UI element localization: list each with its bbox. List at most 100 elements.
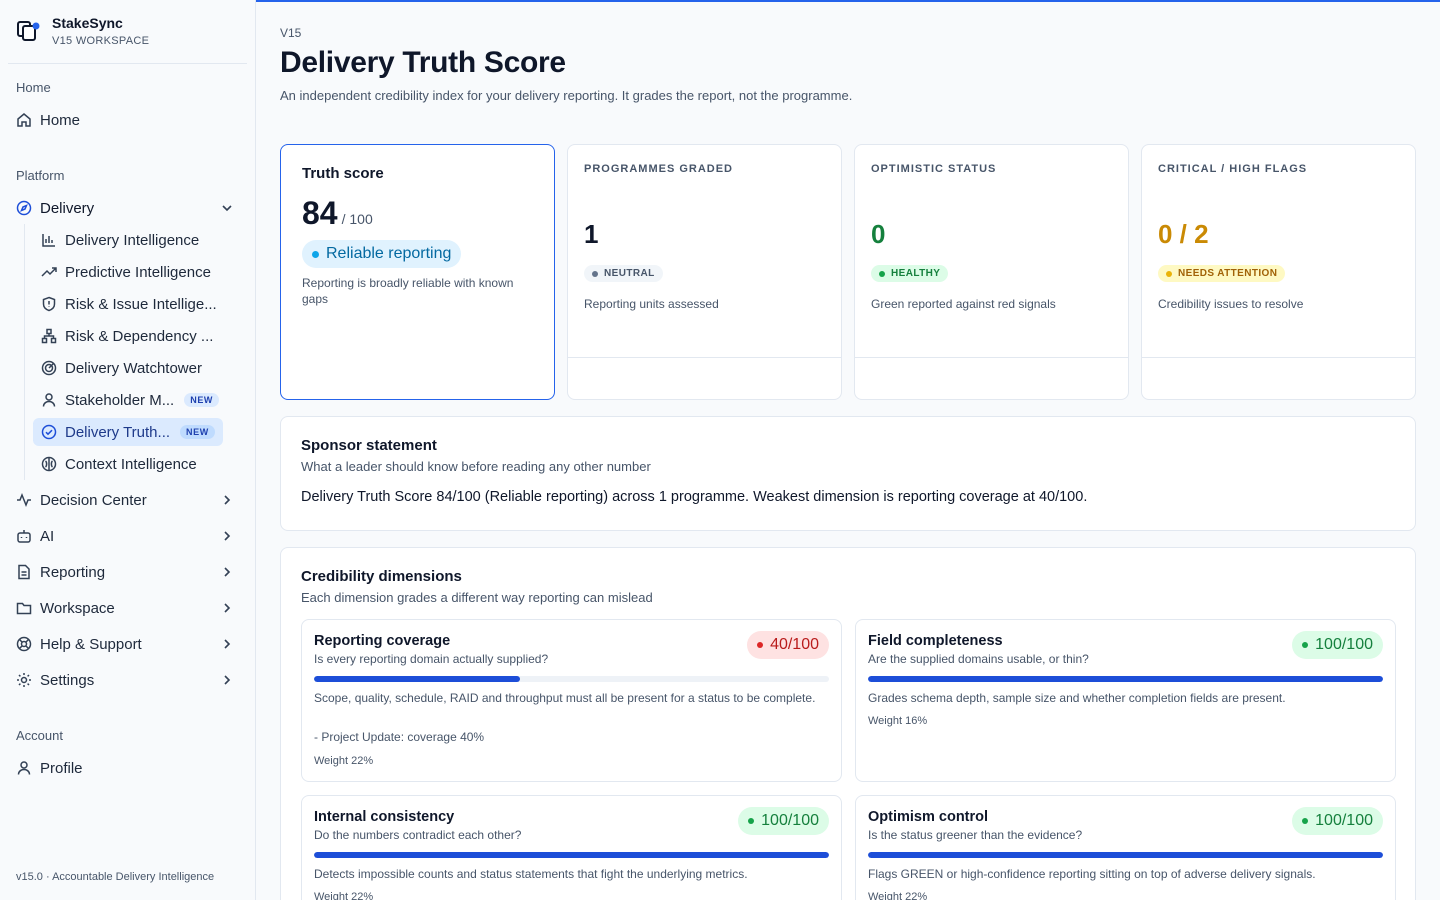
brand-name: StakeSync	[52, 15, 123, 31]
user-icon	[41, 392, 57, 408]
submenu-tree-line	[24, 224, 25, 480]
truth-score-number: 84	[302, 195, 338, 231]
status-badge: NEEDS ATTENTION	[1158, 265, 1286, 282]
sponsor-statement-title: Sponsor statement	[301, 437, 437, 454]
bot-icon	[16, 528, 32, 544]
status-dot	[1302, 818, 1309, 824]
dimension-progress-bar	[314, 852, 829, 858]
sidebar-item-help-support[interactable]: Help & Support	[8, 629, 248, 659]
dimension-description: Detects impossible counts and status sta…	[314, 867, 748, 881]
kpi-card-optimistic-status[interactable]: OPTIMISTIC STATUS 0 HEALTHY Green report…	[854, 144, 1129, 400]
bar-chart-icon	[41, 232, 57, 248]
dimension-score: 100/100	[1315, 636, 1373, 653]
section-label-platform: Platform	[16, 168, 65, 183]
sidebar-subitem-delivery-truth[interactable]: Delivery Truth... NEW	[33, 418, 223, 446]
sidebar-subitem-delivery-intelligence[interactable]: Delivery Intelligence	[33, 226, 207, 254]
network-icon	[41, 328, 57, 344]
page-title: Delivery Truth Score	[280, 46, 566, 79]
chevron-right-icon	[224, 639, 231, 649]
new-badge: NEW	[180, 425, 215, 439]
brain-icon	[41, 456, 57, 472]
brand[interactable]: StakeSync V15 WORKSPACE	[16, 14, 149, 48]
sidebar-subitem-risk-dependency[interactable]: Risk & Dependency ...	[33, 322, 221, 350]
sidebar-subitem-label: Delivery Truth...	[65, 423, 171, 441]
sponsor-statement-text: Delivery Truth Score 84/100 (Reliable re…	[301, 489, 1088, 505]
sidebar-subitem-label: Delivery Intelligence	[65, 231, 200, 249]
kpi-value: 0 / 2	[1158, 219, 1209, 249]
kpi-card-divider	[568, 357, 841, 358]
sidebar-item-label: Delivery	[40, 199, 95, 217]
sidebar-item-label: Help & Support	[40, 635, 142, 653]
status-dot	[312, 250, 319, 258]
dimension-progress-bar	[314, 676, 829, 682]
dimension-score-badge: 100/100	[1292, 631, 1383, 659]
status-dot	[1166, 270, 1172, 277]
kpi-label: OPTIMISTIC STATUS	[871, 163, 997, 175]
sidebar-item-reporting[interactable]: Reporting	[8, 557, 248, 587]
sidebar-item-workspace[interactable]: Workspace	[8, 593, 248, 623]
status-dot	[879, 270, 885, 277]
kpi-value: 0	[871, 219, 886, 249]
dimension-weight: Weight 22%	[868, 891, 928, 900]
chevron-right-icon	[224, 675, 231, 685]
sidebar-item-home[interactable]: Home	[8, 105, 248, 135]
status-dot	[1302, 642, 1309, 648]
sidebar-subitem-label: Stakeholder M...	[65, 391, 175, 409]
chevron-right-icon	[224, 531, 231, 541]
new-badge: NEW	[184, 393, 220, 407]
status-dot	[757, 642, 764, 648]
dimension-card-optimism-control[interactable]: Optimism control Is the status greener t…	[855, 795, 1396, 900]
sidebar-subitem-label: Risk & Dependency ...	[65, 327, 214, 345]
activity-icon	[16, 492, 32, 508]
kpi-card-programmes-graded[interactable]: PROGRAMMES GRADED 1 NEUTRAL Reporting un…	[567, 144, 842, 400]
dimension-description: Flags GREEN or high-confidence reporting…	[868, 867, 1316, 881]
sidebar-item-label: Decision Center	[40, 491, 147, 509]
dimension-description: Scope, quality, schedule, RAID and throu…	[314, 691, 816, 705]
sidebar-subitem-context-intelligence[interactable]: Context Intelligence	[33, 450, 205, 478]
status-badge-label: HEALTHY	[891, 268, 941, 279]
truth-score-description: Reporting is broadly reliable with known…	[302, 276, 514, 306]
sidebar-subitem-label: Risk & Issue Intellige...	[65, 295, 217, 313]
dimension-card-field-completeness[interactable]: Field completeness Are the supplied doma…	[855, 619, 1396, 782]
sidebar-subitem-risk-issue[interactable]: Risk & Issue Intellige...	[33, 290, 225, 318]
dimension-title: Reporting coverage	[314, 633, 451, 649]
dimension-progress-bar	[868, 676, 1383, 682]
kpi-card-critical-high-flags[interactable]: CRITICAL / HIGH FLAGS 0 / 2 NEEDS ATTENT…	[1141, 144, 1416, 400]
sidebar-item-label: Settings	[40, 671, 95, 689]
kpi-label: CRITICAL / HIGH FLAGS	[1158, 163, 1308, 175]
chevron-right-icon	[224, 603, 231, 613]
stakesync-logo-icon	[17, 21, 40, 41]
truth-score-title: Truth score	[302, 165, 384, 182]
sidebar-item-delivery[interactable]: Delivery	[8, 193, 248, 223]
truth-score-status-badge: Reliable reporting	[302, 240, 462, 268]
truth-score-card[interactable]: Truth score 84/ 100 Reliable reporting R…	[280, 144, 555, 400]
dimension-score: 100/100	[761, 812, 819, 829]
dimension-score-badge: 100/100	[1292, 807, 1383, 835]
dimension-weight: Weight 22%	[314, 755, 374, 767]
status-badge: NEUTRAL	[584, 265, 663, 282]
sponsor-statement-panel: Sponsor statement What a leader should k…	[280, 416, 1416, 531]
chevron-right-icon	[224, 495, 231, 505]
truth-score-max: / 100	[341, 211, 373, 227]
sidebar-subitem-delivery-watchtower[interactable]: Delivery Watchtower	[33, 354, 210, 382]
sidebar-item-settings[interactable]: Settings	[8, 665, 248, 695]
dimension-score-badge: 40/100	[747, 631, 829, 659]
sidebar: StakeSync V15 WORKSPACE Home Home Platfo…	[0, 0, 256, 900]
sidebar-subitem-stakeholder[interactable]: Stakeholder M... NEW	[33, 386, 227, 414]
credibility-dimensions-subtitle: Each dimension grades a different way re…	[301, 590, 653, 605]
sidebar-item-profile[interactable]: Profile	[8, 753, 248, 783]
dimension-card-internal-consistency[interactable]: Internal consistency Do the numbers cont…	[301, 795, 842, 900]
truth-score-value: 84/ 100	[302, 195, 373, 232]
dimension-title: Field completeness	[868, 633, 1003, 649]
shield-icon	[41, 296, 57, 312]
truth-score-status: Reliable reporting	[326, 245, 452, 262]
dimension-finding: - Project Update: coverage 40%	[314, 730, 485, 744]
page-eyebrow: V15	[280, 26, 302, 40]
sidebar-item-decision-center[interactable]: Decision Center	[8, 485, 248, 515]
dimension-question: Are the supplied domains usable, or thin…	[868, 652, 1089, 666]
sidebar-item-ai[interactable]: AI	[8, 521, 248, 551]
dimension-card-reporting-coverage[interactable]: Reporting coverage Is every reporting do…	[301, 619, 842, 782]
dimension-question: Is every reporting domain actually suppl…	[314, 652, 549, 666]
sidebar-subitem-predictive-intelligence[interactable]: Predictive Intelligence	[33, 258, 219, 286]
sidebar-subitem-label: Predictive Intelligence	[65, 263, 211, 281]
